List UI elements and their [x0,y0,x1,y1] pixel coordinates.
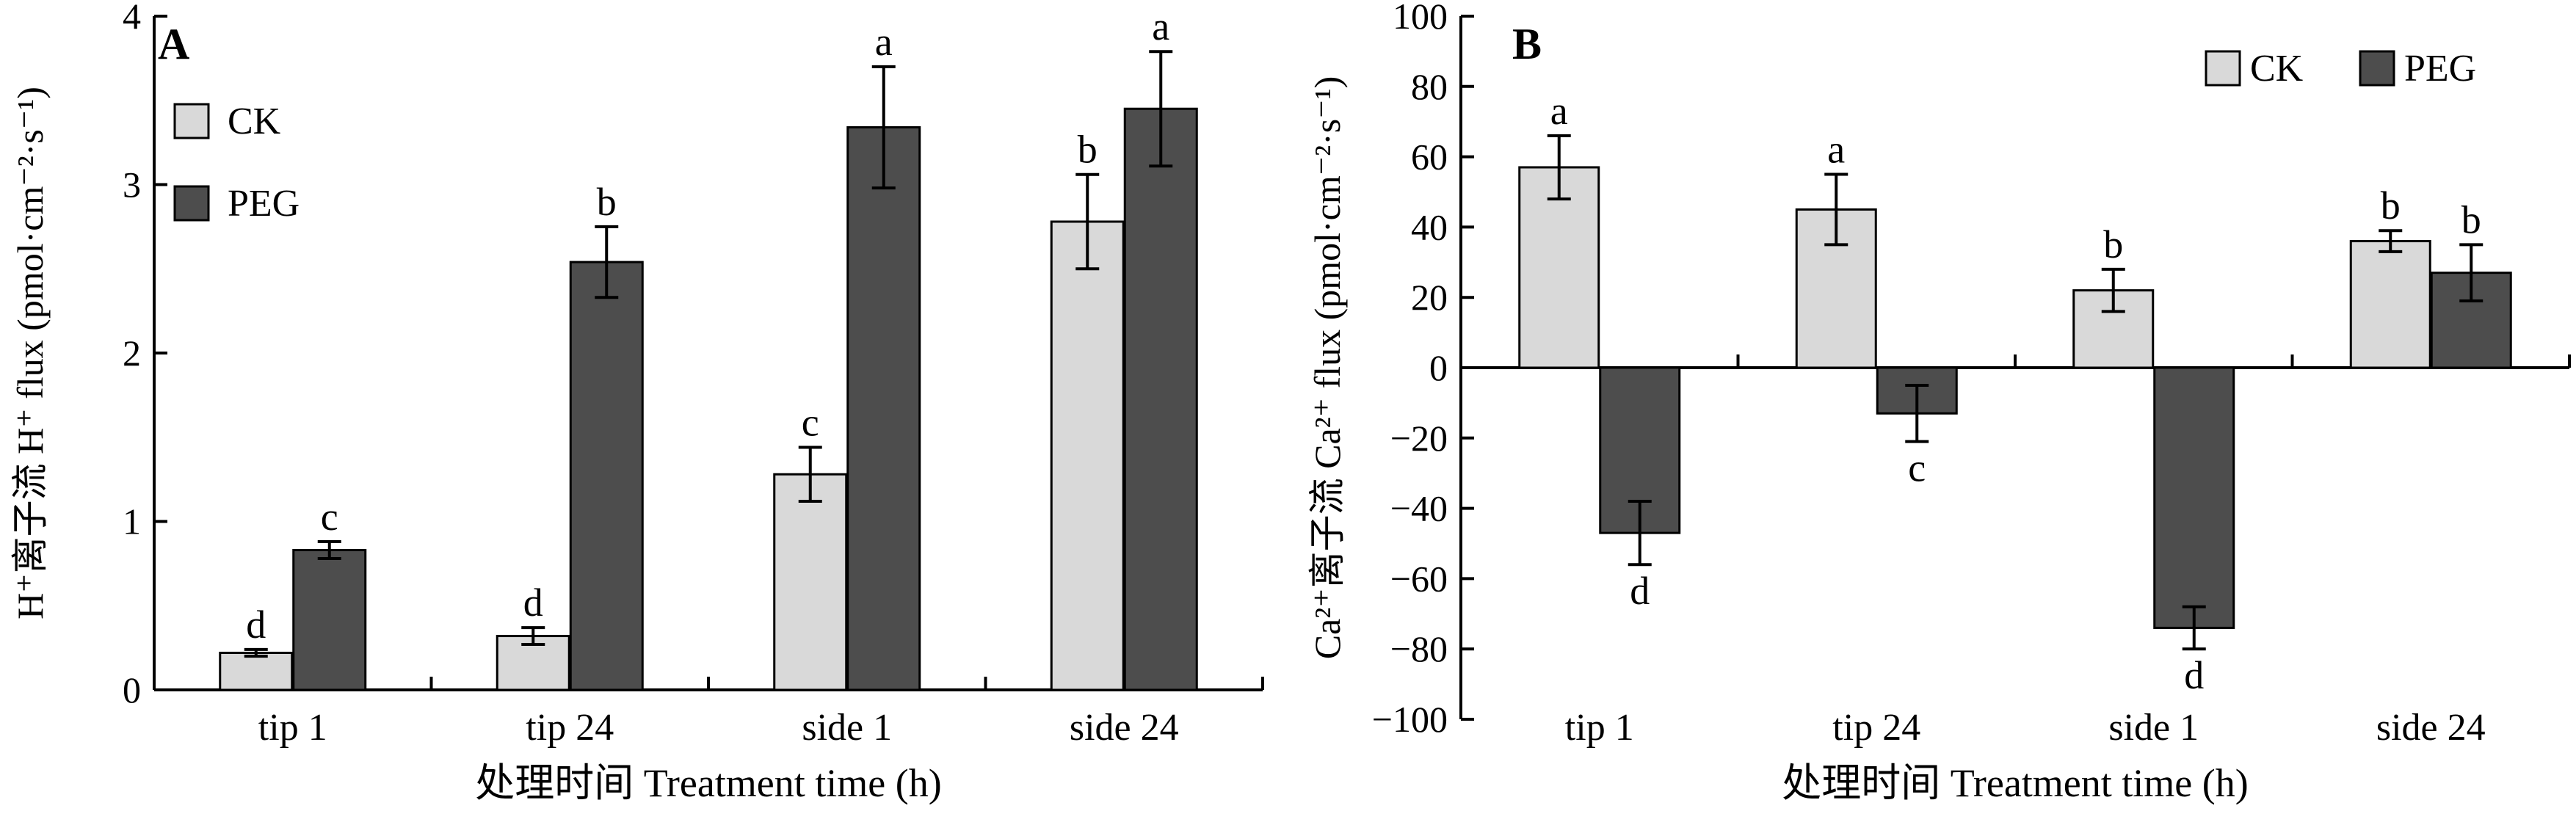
x-tick-label: side 24 [2376,707,2486,749]
y-tick-label: 60 [1411,137,1448,178]
significance-letter: c [802,401,819,445]
y-tick-label: 3 [123,164,141,205]
significance-letter: d [2184,653,2204,697]
bar-peg [2153,366,2235,629]
y-axis-title: Ca²⁺离子流 Ca²⁺ flux (pmol·cm⁻²·s⁻¹) [1307,76,1348,660]
y-tick-label: −60 [1390,558,1448,599]
x-tick-label: side 1 [802,707,892,749]
bar-ck [2349,240,2431,369]
legend-swatch-peg [2359,50,2395,87]
x-tick-label: tip 24 [1832,707,1920,749]
y-tick-label: 100 [1393,0,1448,37]
legend-swatch-ck [173,103,210,139]
legend-swatch-peg [173,185,210,222]
bar-peg [1123,107,1198,691]
chart-a: 0 1 2 3 4 tip 1 tip 24 side 1 side 24 d d c b c b a a A 处理… [10,0,1264,805]
y-axis-title: H⁺离子流 H⁺ flux (pmol·cm⁻²·s⁻¹) [10,87,51,619]
y-tick-label: 2 [123,332,141,374]
x-tick-label: tip 1 [258,707,327,749]
x-tick-label: tip 1 [1565,707,1634,749]
x-tick-label: tip 24 [526,707,614,749]
y-tick-label: −40 [1390,488,1448,529]
significance-letter: a [1827,128,1845,172]
significance-letter: d [246,603,266,647]
significance-letter: c [1908,446,1926,490]
y-tick-label: 0 [1429,347,1448,388]
y-tick-label: 4 [123,0,141,37]
significance-letter: a [1152,4,1169,48]
significance-letter: d [523,581,543,625]
y-tick-label: 40 [1411,206,1448,247]
y-tick-label: −100 [1372,699,1448,740]
bar-ck [496,635,570,691]
bar-peg [569,261,644,691]
legend-label-ck: CK [228,101,281,142]
significance-letter: c [321,495,338,539]
bar-ck [219,652,294,691]
x-axis-title: 处理时间 Treatment time (h) [475,761,941,805]
panel-label: B [1512,20,1542,68]
legend-swatch-ck [2205,50,2241,87]
y-tick-label: 80 [1411,66,1448,107]
significance-letter: b [2461,197,2481,241]
significance-letter: b [597,180,617,224]
y-tick-label: −80 [1390,628,1448,669]
y-tick-label: 20 [1411,277,1448,318]
bar-peg [292,549,367,691]
x-tick-label: side 24 [1070,707,1179,749]
y-tick-label: −20 [1390,418,1448,459]
significance-letter: b [1078,128,1097,172]
chart-b: −100 −80 −60 −40 −20 0 20 40 60 80 100 tip 1 tip 24 s… [1307,0,2571,805]
legend-label-peg: PEG [2404,48,2476,90]
bar-ck [1050,220,1125,691]
significance-letter: b [2103,222,2123,266]
significance-letter: a [875,20,893,64]
legend-label-peg: PEG [228,183,300,225]
significance-letter: a [1550,89,1568,133]
significance-letter: d [1630,569,1650,613]
y-tick-label: 0 [123,669,141,710]
x-axis-title: 处理时间 Treatment time (h) [1782,761,2248,805]
significance-letter: b [2381,183,2401,228]
panel-label: A [158,20,189,68]
bar-ck [773,473,848,691]
legend-label-ck: CK [2250,48,2304,90]
y-tick-label: 1 [123,501,141,542]
bar-peg [846,126,921,691]
x-tick-label: side 1 [2108,707,2199,749]
